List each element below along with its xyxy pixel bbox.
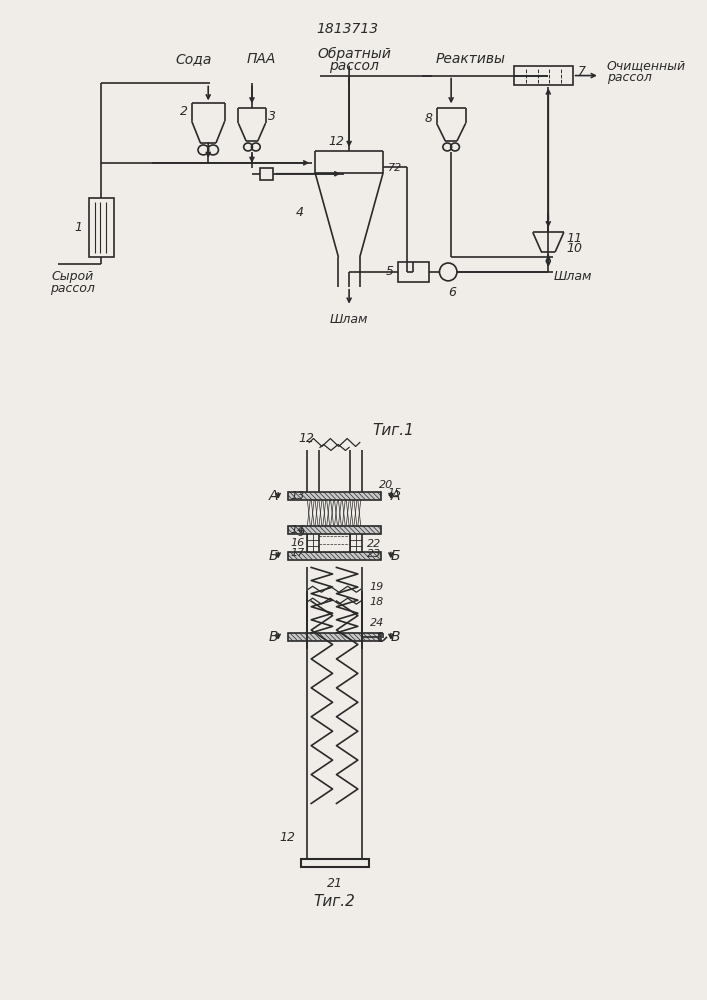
Bar: [514, 66, 573, 85]
Text: 7: 7: [578, 65, 585, 78]
Text: 24: 24: [370, 618, 384, 628]
Text: 12: 12: [280, 831, 296, 844]
Text: Шлам: Шлам: [553, 270, 592, 283]
Text: 22: 22: [367, 539, 381, 549]
Text: Б: Б: [269, 549, 278, 563]
Text: Обратный: Обратный: [317, 47, 391, 61]
Text: Б: Б: [391, 549, 400, 563]
Text: 10: 10: [567, 242, 583, 255]
Text: рассол: рассол: [329, 59, 379, 73]
Text: 12: 12: [328, 135, 344, 148]
Text: А: А: [269, 489, 278, 503]
Bar: [300, 859, 368, 867]
Text: 5: 5: [386, 265, 394, 278]
Text: Очищенный: Очищенный: [607, 59, 686, 72]
Bar: [288, 633, 381, 641]
Text: 4: 4: [296, 206, 303, 219]
Text: 1813713: 1813713: [316, 22, 378, 36]
Text: Сырой: Сырой: [51, 270, 93, 283]
Text: 15: 15: [387, 488, 402, 498]
Text: 16: 16: [290, 538, 305, 548]
Text: Сода: Сода: [175, 52, 212, 66]
Text: рассол: рассол: [49, 282, 95, 295]
Text: 14: 14: [290, 525, 305, 535]
Text: 6: 6: [448, 286, 456, 299]
Bar: [288, 552, 381, 560]
Text: 21: 21: [327, 877, 342, 890]
Text: 11: 11: [567, 232, 583, 245]
Text: Реактивы: Реактивы: [436, 52, 506, 66]
Text: 2: 2: [180, 105, 188, 118]
Text: 17: 17: [290, 548, 305, 558]
Text: 23: 23: [367, 549, 381, 559]
Text: А: А: [391, 489, 400, 503]
Bar: [259, 168, 274, 180]
Text: Τиг.1: Τиг.1: [372, 423, 414, 438]
Text: Шлам: Шлам: [330, 313, 368, 326]
Text: ПАА: ПАА: [247, 52, 276, 66]
Text: В: В: [269, 630, 278, 644]
Text: рассол: рассол: [607, 71, 651, 84]
Text: 1: 1: [75, 221, 83, 234]
Bar: [88, 198, 114, 257]
Bar: [288, 492, 381, 500]
Text: 3: 3: [269, 110, 276, 123]
Text: 12: 12: [298, 432, 314, 445]
Text: В: В: [391, 630, 400, 644]
Text: 9: 9: [297, 528, 305, 538]
Text: 18: 18: [370, 597, 384, 607]
Text: 19: 19: [370, 582, 384, 592]
Text: 72: 72: [388, 163, 402, 173]
Text: 13: 13: [290, 491, 305, 501]
Text: Τиг.2: Τиг.2: [314, 894, 356, 909]
Text: 20: 20: [379, 480, 394, 490]
Bar: [288, 526, 381, 534]
Text: 8: 8: [425, 112, 433, 125]
Bar: [398, 262, 428, 282]
